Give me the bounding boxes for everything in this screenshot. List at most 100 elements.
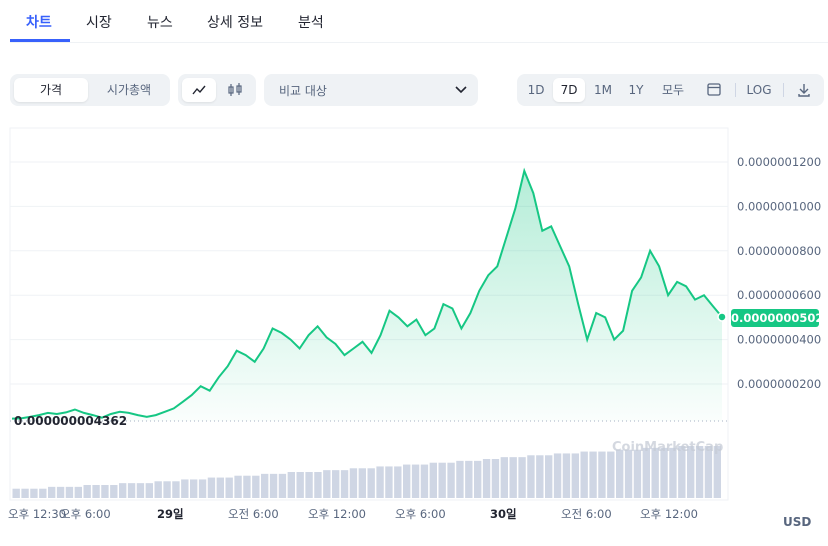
x-tick-label: 오전 6:00 (228, 507, 279, 521)
volume-bar (39, 488, 47, 498)
volume-bar (376, 466, 384, 498)
price-line (11, 167, 723, 420)
volume-bar (163, 481, 171, 498)
volume-bar (225, 477, 233, 498)
tab-chart[interactable]: 차트 (26, 15, 52, 31)
tab-news[interactable]: 뉴스 (147, 15, 173, 31)
volume-bar (349, 468, 358, 498)
volume-bar (287, 472, 295, 498)
x-tick-label: 30일 (490, 507, 517, 521)
volume-bar (136, 483, 145, 498)
volume-bar (518, 457, 526, 498)
tab-markets[interactable]: 시장 (86, 15, 112, 31)
low-price-label: 0.000000004362 (14, 414, 128, 428)
price-mode-toggle: 가격 시가총액 (10, 74, 170, 106)
volume-bar (553, 453, 562, 498)
volume-bar (252, 475, 260, 498)
volume-bar (651, 447, 659, 498)
volume-bar (411, 464, 420, 498)
volume-bar (305, 472, 313, 498)
volume-bar (92, 485, 100, 498)
x-tick-label: 오전 6:00 (561, 507, 612, 521)
volume-bar (296, 472, 304, 498)
log-scale-button[interactable]: LOG (746, 83, 772, 97)
volume-bar (110, 485, 118, 498)
range-1d-button[interactable]: 1D (527, 83, 545, 97)
volume-bar (83, 485, 91, 498)
range-all-button[interactable]: 모두 (661, 83, 685, 97)
chart-frame (9, 127, 729, 501)
compare-placeholder: 비교 대상 (279, 84, 327, 98)
volume-bar (429, 462, 437, 498)
chevron-down-icon (455, 86, 467, 94)
tab-analysis[interactable]: 분석 (298, 15, 324, 31)
x-tick-label: 오후 12:00 (308, 507, 366, 521)
volume-bar (243, 475, 251, 498)
volume-bar (598, 451, 606, 498)
divider (735, 83, 736, 97)
download-button[interactable] (789, 78, 819, 102)
volume-bar (394, 466, 402, 498)
marketcap-mode-button[interactable]: 시가총액 (106, 83, 152, 97)
volume-bar (314, 472, 322, 498)
volume-bar (403, 464, 411, 498)
volume-bar (332, 470, 340, 498)
volume-bar (420, 464, 429, 498)
volume-bar (385, 466, 393, 498)
volume-bar (695, 446, 704, 498)
volume-bar (580, 451, 588, 498)
y-tick-label: 0.0000001200 (737, 155, 821, 169)
x-tick-label: 오후 12:30 (8, 507, 66, 521)
volume-bar (660, 447, 668, 498)
line-chart-icon (192, 85, 206, 95)
y-tick-label: 0.0000000200 (737, 377, 821, 391)
volume-bar (216, 477, 224, 498)
price-mode-button[interactable]: 가격 (14, 78, 88, 102)
tab-details[interactable]: 상세 정보 (207, 15, 263, 31)
volume-bar (198, 479, 207, 498)
candlestick-icon (228, 83, 242, 96)
volume-bar (74, 486, 82, 498)
chart-type-toggle (178, 74, 256, 106)
volume-bar (12, 488, 20, 498)
volume-bar (278, 473, 287, 498)
volume-bar (633, 449, 642, 498)
tab-bar: 차트 시장 뉴스 상세 정보 분석 (10, 0, 828, 43)
volume-bar (234, 475, 242, 498)
candlestick-button[interactable] (218, 78, 252, 102)
volume-bar (101, 485, 109, 498)
divider (783, 83, 784, 97)
compare-dropdown[interactable]: 비교 대상 (264, 74, 478, 106)
y-tick-label: 0.0000000800 (737, 244, 821, 258)
volume-bar (181, 479, 189, 498)
volume-bar (65, 486, 74, 498)
range-7d-button[interactable]: 7D (553, 78, 585, 102)
volume-bar (713, 446, 721, 498)
volume-bar (447, 462, 455, 498)
volume-bar (340, 470, 349, 498)
x-tick-label: 오후 12:00 (640, 507, 698, 521)
volume-bar (154, 481, 162, 498)
range-1y-button[interactable]: 1Y (628, 83, 644, 97)
range-1m-button[interactable]: 1M (594, 83, 612, 97)
volume-bar (474, 460, 482, 498)
volume-bar (562, 453, 571, 498)
volume-bar (589, 451, 597, 498)
time-range-selector: 1D 7D 1M 1Y 모두 LOG (517, 74, 824, 106)
volume-bar (678, 446, 686, 498)
volume-bar (527, 455, 535, 498)
volume-bar (438, 462, 446, 498)
x-tick-label: 29일 (157, 507, 184, 521)
line-chart-button[interactable] (182, 78, 216, 102)
volume-bar (545, 455, 553, 498)
volume-bar (269, 473, 278, 498)
volume-bar (624, 449, 633, 498)
volume-bar (358, 468, 366, 498)
volume-bar (367, 468, 375, 498)
volume-bar (145, 483, 153, 498)
volume-bar (482, 459, 491, 498)
volume-bar (642, 447, 650, 498)
volume-bar (616, 449, 624, 498)
calendar-button[interactable] (699, 78, 729, 102)
